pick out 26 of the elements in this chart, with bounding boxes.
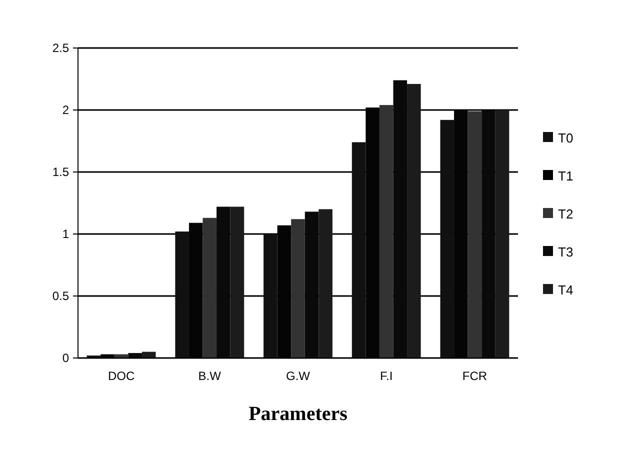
y-tick-label: 2 <box>62 103 70 118</box>
bar <box>202 218 217 358</box>
bar <box>318 209 332 358</box>
y-tick-label: 2.5 <box>52 41 70 56</box>
bar <box>407 84 421 358</box>
x-axis-title: Parameters <box>248 403 348 425</box>
x-tick-label: G.W <box>286 369 311 383</box>
bar <box>495 110 510 358</box>
y-tick-label: 1 <box>62 227 70 242</box>
bar <box>468 111 482 358</box>
bar <box>291 219 305 358</box>
x-tick-label: FCR <box>462 369 488 383</box>
legend-label: T1 <box>558 168 574 184</box>
x-tick-label: DOC <box>108 369 135 383</box>
legend-label: T0 <box>558 130 574 146</box>
bar <box>230 206 244 358</box>
x-tick-label: B.W <box>198 369 222 383</box>
legend-label: T4 <box>558 282 574 298</box>
legend-label: T3 <box>558 244 574 260</box>
y-tick-label: 0 <box>62 351 70 366</box>
y-tick-label: 0.5 <box>52 289 70 304</box>
legend-label: T2 <box>558 206 574 222</box>
bar <box>142 352 156 358</box>
bar <box>379 105 394 358</box>
x-tick-label: F.I <box>380 369 393 383</box>
y-tick-label: 1.5 <box>52 165 70 180</box>
